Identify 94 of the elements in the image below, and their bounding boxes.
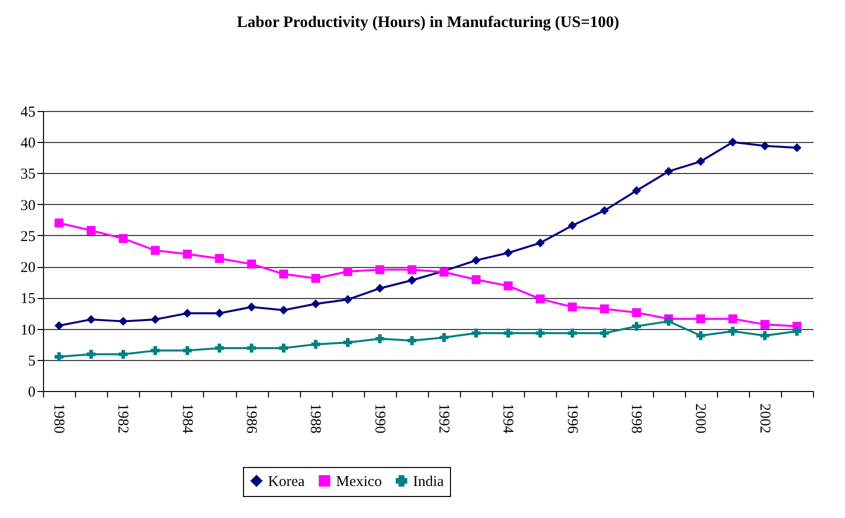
legend-label: Mexico — [336, 474, 382, 490]
point — [664, 166, 674, 176]
point — [792, 143, 802, 152]
point — [728, 138, 738, 147]
point — [664, 316, 674, 326]
point — [728, 314, 738, 324]
point — [343, 295, 352, 304]
point — [472, 328, 481, 338]
point — [375, 265, 384, 274]
x-tick-label: 1998 — [628, 404, 644, 434]
y-tick-label: 45 — [20, 104, 36, 120]
point — [214, 344, 224, 353]
point — [247, 302, 256, 312]
point — [600, 206, 609, 216]
x-tick-label: 1986 — [243, 404, 260, 434]
point — [150, 314, 160, 324]
point — [54, 352, 64, 362]
point — [536, 328, 545, 338]
point — [118, 316, 128, 326]
point — [182, 346, 192, 356]
legend-label: Korea — [268, 474, 305, 490]
chart-title: Labor Productivity (Hours) in Manufacturing (US=100) — [236, 14, 620, 31]
point — [279, 306, 288, 315]
point — [118, 350, 128, 359]
point — [343, 338, 352, 347]
x-tick-label: 1990 — [371, 404, 388, 434]
point — [311, 340, 320, 349]
point — [311, 274, 320, 283]
point — [504, 328, 513, 338]
point — [407, 336, 416, 346]
point — [504, 248, 513, 258]
point — [375, 334, 384, 344]
point — [182, 250, 192, 259]
point — [214, 308, 224, 318]
point — [343, 267, 352, 276]
point — [568, 328, 577, 338]
point — [632, 308, 642, 318]
x-tick-label: 1988 — [307, 404, 324, 434]
point — [792, 326, 802, 336]
point — [760, 320, 770, 329]
legend-label: India — [413, 474, 444, 490]
point — [86, 314, 96, 324]
point — [472, 256, 481, 265]
point — [150, 346, 160, 356]
point — [375, 284, 384, 293]
x-tick-label: 1984 — [178, 404, 195, 434]
y-tick-label: 10 — [20, 322, 36, 338]
point — [696, 331, 706, 340]
point — [472, 275, 481, 284]
point — [311, 299, 320, 308]
point — [696, 314, 706, 324]
y-tick-label: 0 — [28, 384, 36, 400]
point — [600, 328, 609, 338]
point — [247, 344, 256, 353]
point — [632, 186, 642, 196]
point — [150, 246, 160, 255]
point — [632, 322, 642, 331]
point — [504, 281, 513, 290]
point — [279, 344, 288, 353]
point — [182, 308, 192, 318]
point — [536, 294, 545, 304]
y-tick-label: 20 — [20, 260, 36, 276]
point — [86, 226, 96, 235]
point — [279, 270, 288, 278]
y-tick-label: 35 — [20, 166, 36, 183]
y-tick-label: 25 — [20, 228, 36, 245]
y-tick-label: 5 — [28, 353, 36, 370]
y-tick-label: 40 — [20, 136, 36, 152]
point — [118, 234, 128, 244]
point — [760, 141, 770, 150]
point — [407, 265, 416, 274]
x-tick-label: 1996 — [564, 404, 580, 434]
x-tick-label: 1994 — [500, 404, 516, 434]
point — [600, 304, 609, 314]
point — [247, 260, 256, 269]
point — [728, 326, 738, 336]
point — [760, 331, 770, 340]
point — [440, 333, 449, 342]
x-tick-label: 1980 — [50, 404, 67, 434]
point — [536, 238, 545, 248]
x-tick-label: 1992 — [436, 404, 452, 434]
point — [568, 302, 577, 312]
point — [214, 254, 224, 263]
point — [696, 156, 706, 166]
y-tick-label: 15 — [20, 291, 36, 308]
point — [86, 350, 96, 359]
y-tick-label: 30 — [20, 198, 36, 214]
x-tick-label: 1982 — [114, 404, 131, 434]
point — [54, 218, 64, 228]
point — [407, 276, 416, 285]
x-tick-label: 2000 — [692, 404, 708, 434]
point — [54, 321, 64, 330]
point — [568, 221, 577, 230]
x-tick-label: 2002 — [756, 404, 772, 434]
